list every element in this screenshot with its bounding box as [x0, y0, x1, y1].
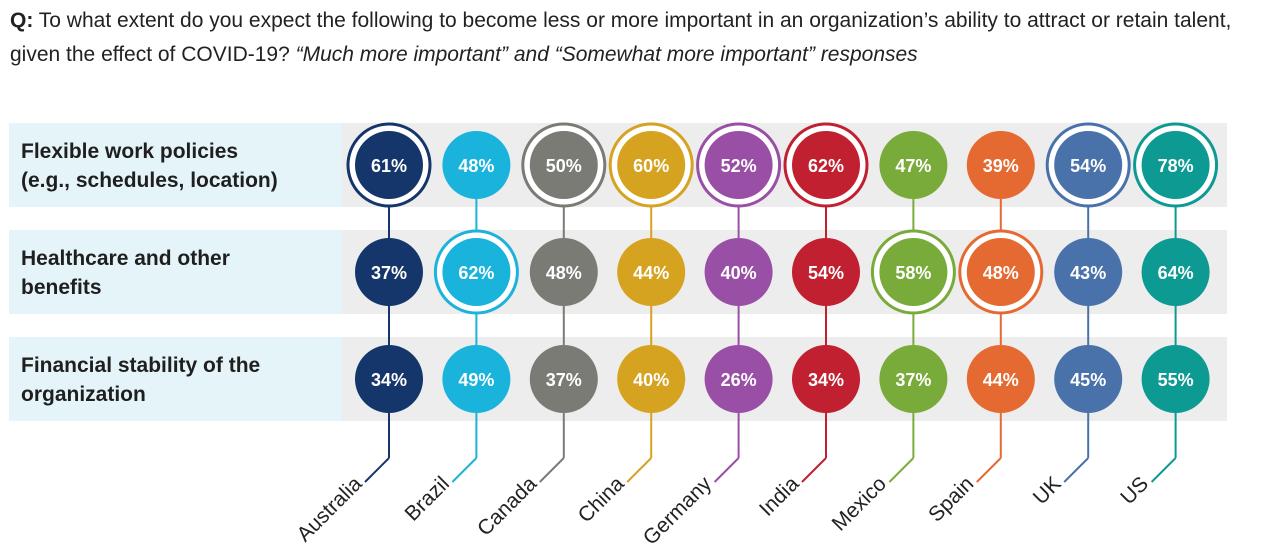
value-bubble	[879, 345, 948, 413]
country-label: India	[755, 472, 804, 521]
country-label: Australia	[292, 472, 366, 546]
value-bubble	[617, 238, 686, 306]
country-label: Brazil	[401, 472, 454, 525]
value-bubble	[617, 131, 686, 199]
connector-leader	[801, 457, 827, 483]
value-label: 60%	[633, 156, 669, 176]
country-labels: Australia Brazil Canada China Germany India Me…	[292, 472, 1153, 550]
value-bubble	[1054, 238, 1123, 306]
value-label: 26%	[721, 370, 757, 390]
row-label: Healthcare and other benefits	[21, 247, 230, 299]
connector-leader	[976, 457, 1002, 483]
value-bubble	[966, 238, 1035, 306]
row-label: Flexible work policies (e.g., schedules, …	[21, 140, 278, 192]
value-label: 48%	[546, 263, 582, 283]
connector-leader	[1063, 457, 1089, 483]
value-bubble	[442, 238, 511, 306]
country-label: Germany	[639, 472, 717, 550]
value-label: 39%	[983, 156, 1019, 176]
value-label: 49%	[458, 370, 494, 390]
value-label: 37%	[546, 370, 582, 390]
value-bubble	[704, 131, 773, 199]
value-label: 48%	[983, 263, 1019, 283]
row-label: Financial stability of the organization	[21, 354, 260, 406]
value-bubbles: 61% 37% 34% 48% 62% 49% 50% 48% 37% 60% 44% 40% 52% 4…	[346, 122, 1219, 413]
value-bubble	[966, 131, 1035, 199]
value-label: 45%	[1070, 370, 1106, 390]
value-label: 44%	[983, 370, 1019, 390]
value-bubble	[355, 131, 423, 199]
country-label: Spain	[924, 472, 978, 526]
value-label: 62%	[458, 263, 494, 283]
country-label: UK	[1029, 472, 1066, 509]
value-bubble	[1054, 345, 1123, 413]
value-label: 54%	[1070, 156, 1106, 176]
row-label-panel	[9, 123, 342, 207]
question-italic-note: “Much more important” and “Somewhat more…	[295, 43, 918, 66]
value-bubble	[792, 131, 860, 199]
country-label: US	[1116, 472, 1153, 509]
value-label: 43%	[1070, 263, 1106, 283]
value-label: 50%	[546, 156, 582, 176]
connector-leader	[888, 457, 915, 483]
value-label: 40%	[633, 370, 669, 390]
value-bubble	[792, 238, 860, 306]
value-label: 37%	[895, 370, 931, 390]
connector-leader	[626, 457, 652, 483]
value-label: 78%	[1158, 156, 1194, 176]
value-label: 48%	[458, 156, 494, 176]
value-label: 52%	[721, 156, 757, 176]
value-bubble	[355, 345, 423, 413]
value-label: 40%	[721, 263, 757, 283]
question-text: Q: To what extent do you expect the foll…	[10, 4, 1250, 72]
value-label: 47%	[895, 156, 931, 176]
value-bubble	[879, 238, 948, 306]
row-label-panel	[9, 230, 342, 314]
value-bubble	[442, 131, 511, 199]
question-prefix: Q:	[10, 9, 34, 32]
value-label: 44%	[633, 263, 669, 283]
country-label: Canada	[473, 472, 542, 541]
value-label: 61%	[371, 156, 407, 176]
connector-leader	[713, 457, 740, 483]
value-label: 62%	[808, 156, 844, 176]
row-label-panel	[9, 337, 342, 421]
value-label: 58%	[895, 263, 931, 283]
connector-leader	[1150, 457, 1177, 483]
country-connector-lines	[364, 165, 1177, 483]
value-label: 55%	[1158, 370, 1194, 390]
value-bubble	[355, 238, 423, 306]
value-label: 64%	[1158, 263, 1194, 283]
value-bubble	[1141, 131, 1210, 199]
value-label: 54%	[808, 263, 844, 283]
connector-leader	[364, 457, 390, 483]
connector-leader	[451, 457, 478, 483]
value-bubble	[529, 131, 598, 199]
value-bubble	[617, 345, 686, 413]
value-bubble	[1141, 345, 1210, 413]
value-bubble	[529, 238, 598, 306]
value-label: 34%	[808, 370, 844, 390]
value-bubble	[704, 238, 773, 306]
value-label: 34%	[371, 370, 407, 390]
value-bubble	[704, 345, 773, 413]
country-label: China	[574, 472, 629, 527]
question-body: To what extent do you expect the followi…	[10, 9, 1232, 66]
country-label: Mexico	[828, 472, 891, 535]
value-bubble	[1141, 238, 1210, 306]
value-bubble	[442, 345, 511, 413]
row-labels: Flexible work policies (e.g., schedules, …	[21, 140, 278, 406]
value-bubble	[529, 345, 598, 413]
value-label: 37%	[371, 263, 407, 283]
value-bubble	[879, 131, 948, 199]
connector-leader	[539, 457, 565, 483]
value-bubble	[1054, 131, 1123, 199]
value-bubble	[792, 345, 860, 413]
value-bubble	[966, 345, 1035, 413]
